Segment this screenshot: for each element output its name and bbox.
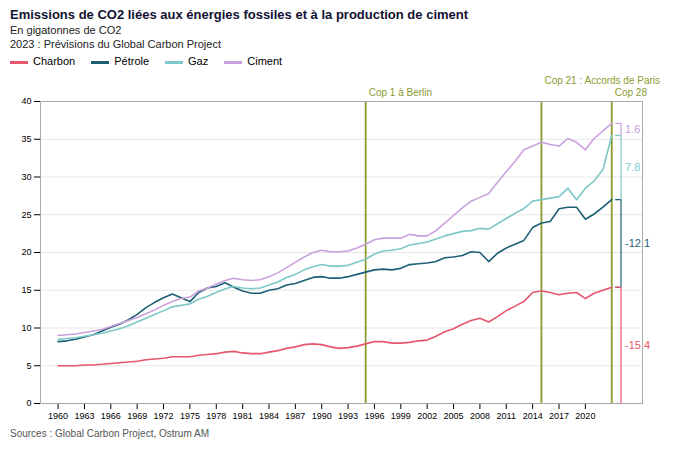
svg-text:Cop 21 : Accords de Paris: Cop 21 : Accords de Paris (544, 75, 660, 86)
svg-text:1984: 1984 (259, 411, 279, 421)
html-text:Ciment: Ciment (247, 55, 283, 67)
svg-text:0: 0 (26, 398, 31, 408)
html-text:Pétrole: Pétrole (114, 55, 150, 67)
svg-text:1966: 1966 (101, 411, 121, 421)
svg-text:2002: 2002 (417, 411, 437, 421)
svg-text:1.6: 1.6 (625, 123, 640, 135)
svg-text:2014: 2014 (523, 411, 543, 421)
html-text:Emissions de CO2 liées aux éne: Emissions de CO2 liées aux énergies foss… (10, 7, 468, 22)
svg-text:2008: 2008 (470, 411, 490, 421)
svg-text:1999: 1999 (391, 411, 411, 421)
svg-text:-15.4: -15.4 (625, 339, 650, 351)
html-text:Charbon: Charbon (33, 55, 76, 67)
svg-text:1987: 1987 (285, 411, 305, 421)
svg-text:1978: 1978 (206, 411, 226, 421)
svg-text:25: 25 (21, 210, 31, 220)
svg-text:1975: 1975 (180, 411, 200, 421)
svg-text:1981: 1981 (233, 411, 253, 421)
html-text:Sources : Global Carbon Projec: Sources : Global Carbon Project, Ostrum … (10, 428, 209, 439)
svg-text:7.8: 7.8 (625, 161, 640, 173)
html-text:En gigatonnes de CO2: En gigatonnes de CO2 (10, 24, 122, 36)
svg-text:1996: 1996 (364, 411, 384, 421)
svg-text:1972: 1972 (154, 411, 174, 421)
svg-text:10: 10 (21, 323, 31, 333)
svg-text:-12.1: -12.1 (625, 237, 650, 249)
svg-text:2005: 2005 (444, 411, 464, 421)
svg-text:1969: 1969 (127, 411, 147, 421)
svg-text:2017: 2017 (549, 411, 569, 421)
svg-text:1993: 1993 (338, 411, 358, 421)
html-text:2023 : Prévisions du Global Ca: 2023 : Prévisions du Global Carbon Proje… (10, 38, 221, 50)
svg-text:20: 20 (21, 247, 31, 257)
svg-text:Cop 1 à Berlin: Cop 1 à Berlin (369, 87, 432, 98)
svg-text:5: 5 (26, 361, 31, 371)
html-text:Gaz: Gaz (188, 55, 209, 67)
svg-text:1990: 1990 (312, 411, 332, 421)
svg-text:1963: 1963 (74, 411, 94, 421)
svg-text:1960: 1960 (48, 411, 68, 421)
svg-text:2011: 2011 (497, 411, 516, 421)
svg-text:40: 40 (21, 96, 31, 106)
svg-text:Cop 28: Cop 28 (615, 87, 648, 98)
svg-text:35: 35 (21, 134, 31, 144)
svg-text:30: 30 (21, 172, 31, 182)
svg-text:15: 15 (21, 285, 31, 295)
svg-text:2020: 2020 (575, 411, 595, 421)
